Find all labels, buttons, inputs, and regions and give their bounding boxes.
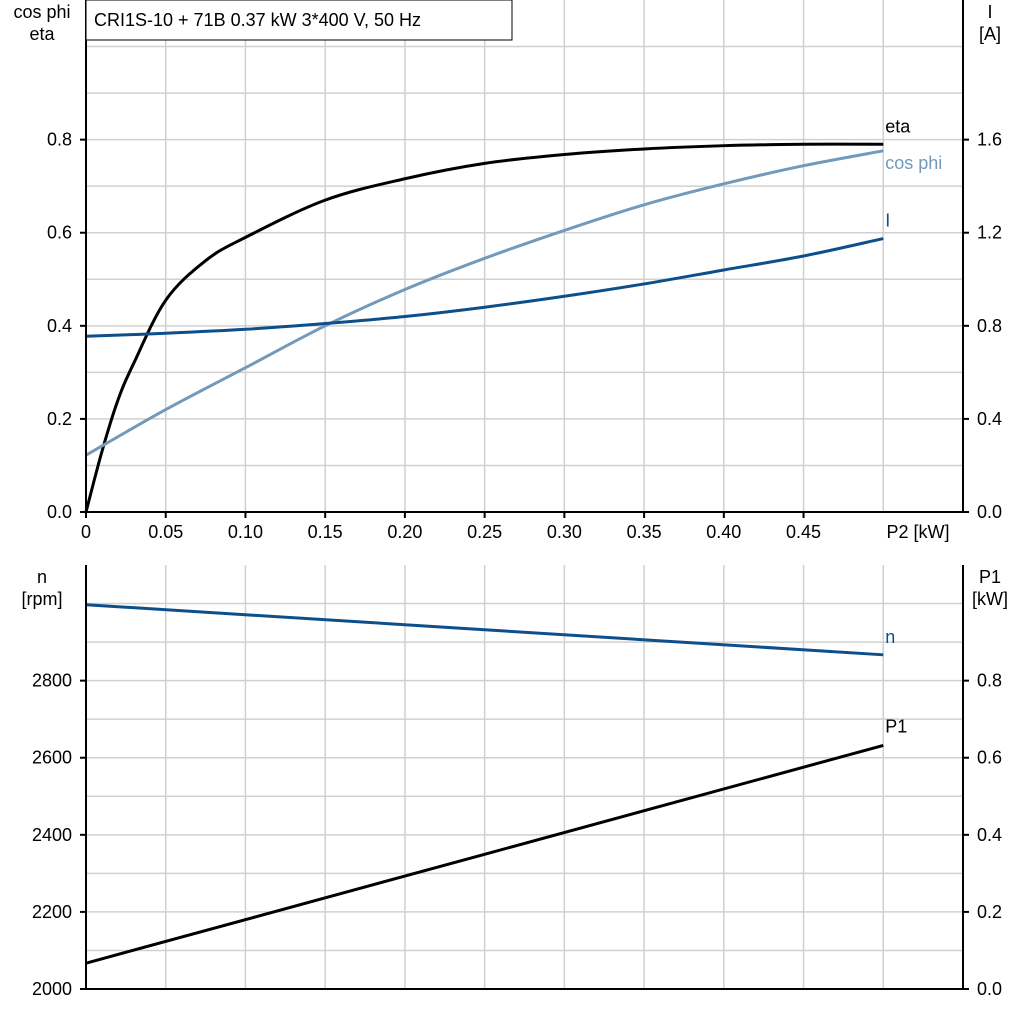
series-line-n xyxy=(85,603,884,657)
y-tick-label-left: 2400 xyxy=(32,825,72,845)
series-label-n: n xyxy=(885,627,895,647)
y-tick-label-right: 0.4 xyxy=(977,409,1002,429)
y-axis-label-right: P1 xyxy=(979,567,1001,587)
x-tick-label: 0.25 xyxy=(467,522,502,542)
y-tick-label-left: 0.0 xyxy=(47,502,72,522)
y-tick-label-left: 2200 xyxy=(32,902,72,922)
y-tick-label-left: 0.8 xyxy=(47,130,72,150)
y-tick-label-right: 0.0 xyxy=(977,979,1002,999)
y-tick-label-right: 0.4 xyxy=(977,825,1002,845)
x-tick-label: 0.05 xyxy=(148,522,183,542)
x-tick-label: 0.15 xyxy=(308,522,343,542)
y-tick-label-left: 2000 xyxy=(32,979,72,999)
y-axis-label-right: I xyxy=(987,2,992,22)
y-axis-label-left: [rpm] xyxy=(21,589,62,609)
series-line-I xyxy=(85,237,884,338)
y-axis-label-left: n xyxy=(37,567,47,587)
x-tick-label: 0.20 xyxy=(387,522,422,542)
x-tick-label: 0.40 xyxy=(706,522,741,542)
x-tick-label: 0 xyxy=(81,522,91,542)
y-axis-label-right: [A] xyxy=(979,24,1001,44)
x-tick-label: 0.35 xyxy=(627,522,662,542)
series-label-cos-phi: cos phi xyxy=(885,153,942,173)
chart-title: CRI1S-10 + 71B 0.37 kW 3*400 V, 50 Hz xyxy=(94,10,421,30)
series-label-I: I xyxy=(885,211,890,231)
y-tick-label-left: 0.2 xyxy=(47,409,72,429)
x-tick-label: 0.30 xyxy=(547,522,582,542)
y-tick-label-right: 0.6 xyxy=(977,748,1002,768)
x-axis-label: P2 [kW] xyxy=(886,522,949,542)
y-tick-label-right: 0.8 xyxy=(977,316,1002,336)
y-tick-label-right: 0.2 xyxy=(977,902,1002,922)
y-axis-label-left: cos phi xyxy=(13,2,70,22)
y-tick-label-right: 1.2 xyxy=(977,223,1002,243)
y-tick-label-left: 0.4 xyxy=(47,316,72,336)
y-tick-label-right: 0.0 xyxy=(977,502,1002,522)
y-tick-label-left: 2800 xyxy=(32,671,72,691)
y-tick-label-left: 2600 xyxy=(32,748,72,768)
title-box xyxy=(85,0,513,41)
y-tick-label-right: 1.6 xyxy=(977,130,1002,150)
x-tick-label: 0.10 xyxy=(228,522,263,542)
y-axis-label-left: eta xyxy=(29,24,55,44)
series-line-cos-phi xyxy=(85,149,884,457)
series-label-eta: eta xyxy=(885,116,911,136)
series-label-P1: P1 xyxy=(885,716,907,736)
y-axis-label-right: [kW] xyxy=(972,589,1008,609)
y-tick-label-right: 0.8 xyxy=(977,671,1002,691)
series-line-P1 xyxy=(85,743,884,965)
y-tick-label-left: 0.6 xyxy=(47,223,72,243)
x-tick-label: 0.45 xyxy=(786,522,821,542)
series-line-eta xyxy=(84,142,884,513)
